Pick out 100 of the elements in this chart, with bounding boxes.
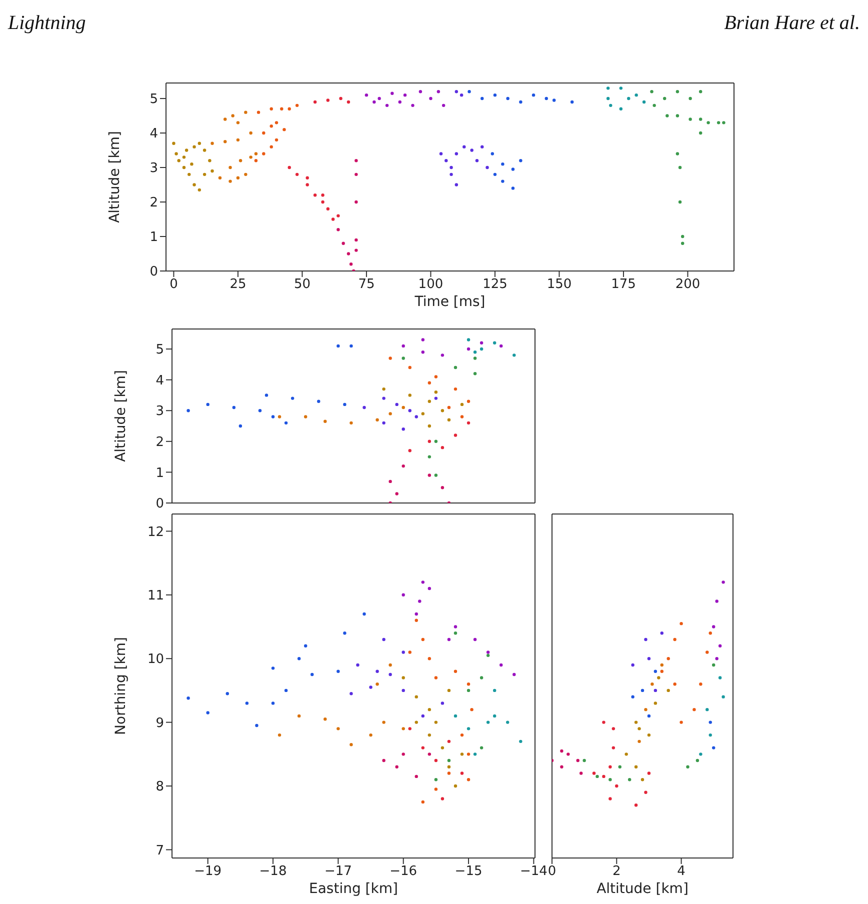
point: [210, 169, 214, 173]
point: [317, 400, 320, 403]
point: [428, 657, 432, 660]
y-tick-label: 1: [156, 466, 164, 481]
point: [706, 650, 709, 654]
point: [450, 172, 453, 176]
point: [618, 765, 622, 769]
point: [408, 727, 412, 730]
point: [321, 200, 324, 204]
point: [706, 121, 710, 124]
point: [722, 695, 725, 698]
point: [428, 586, 432, 590]
point: [288, 166, 291, 170]
point: [454, 714, 458, 718]
point: [256, 110, 260, 114]
point: [439, 152, 443, 156]
point: [666, 688, 670, 692]
point: [402, 406, 405, 410]
point: [460, 415, 464, 418]
point: [244, 172, 248, 176]
x-tick-label: −19: [194, 864, 222, 880]
point: [480, 341, 484, 344]
x-tick-label: 125: [482, 277, 508, 292]
point: [421, 800, 425, 804]
point: [224, 140, 227, 144]
y-tick-label: 10: [147, 652, 164, 668]
point: [362, 612, 366, 616]
point: [718, 676, 722, 680]
point: [421, 338, 425, 342]
point: [647, 772, 651, 775]
point: [698, 131, 702, 135]
y-tick-label: 0: [150, 264, 158, 280]
point: [480, 145, 484, 148]
point: [436, 90, 440, 94]
point: [447, 638, 451, 642]
point: [428, 474, 432, 477]
point: [434, 396, 438, 400]
point: [511, 168, 515, 171]
point: [698, 90, 702, 94]
point: [519, 159, 522, 162]
point: [202, 148, 206, 152]
point: [208, 159, 212, 162]
point: [428, 455, 432, 458]
point: [321, 194, 324, 197]
point: [715, 600, 718, 603]
point: [414, 695, 418, 698]
point: [354, 159, 358, 162]
point: [258, 409, 262, 412]
point: [403, 93, 407, 97]
point: [304, 415, 308, 418]
point: [254, 152, 258, 156]
point: [654, 702, 658, 705]
point: [440, 486, 444, 490]
y-tick-label: 3: [150, 161, 158, 176]
point: [284, 688, 288, 692]
point: [447, 406, 451, 410]
point: [434, 758, 438, 762]
point: [532, 93, 536, 97]
point: [177, 159, 180, 162]
y-tick-label: 7: [156, 843, 164, 858]
point: [642, 100, 646, 104]
point: [708, 720, 712, 724]
point: [512, 354, 516, 357]
point: [349, 262, 353, 266]
point: [421, 350, 425, 354]
point: [388, 480, 392, 484]
point: [428, 440, 432, 444]
point: [444, 159, 448, 162]
point: [429, 96, 432, 100]
point: [688, 96, 692, 100]
point: [647, 657, 651, 660]
point: [255, 724, 258, 728]
point: [666, 657, 670, 660]
point: [606, 86, 610, 90]
point: [402, 727, 405, 730]
point: [190, 162, 194, 166]
point: [512, 672, 516, 676]
point: [609, 104, 612, 108]
x-axis-title: Altitude [km]: [596, 881, 688, 897]
point: [382, 387, 386, 391]
point: [434, 390, 438, 394]
point: [708, 632, 712, 635]
point: [506, 720, 510, 724]
point: [354, 248, 358, 252]
point: [280, 107, 284, 110]
point: [666, 114, 669, 118]
point: [411, 104, 414, 108]
point: [708, 733, 712, 737]
point: [501, 162, 504, 166]
point: [398, 100, 402, 104]
point: [408, 409, 412, 412]
point: [232, 406, 236, 410]
point: [470, 148, 474, 152]
point: [350, 692, 353, 696]
point: [644, 790, 648, 794]
x-tick-label: 75: [358, 277, 375, 292]
point: [402, 344, 405, 348]
point: [271, 415, 275, 418]
x-tick-label: −18: [259, 864, 287, 880]
point: [378, 96, 381, 100]
